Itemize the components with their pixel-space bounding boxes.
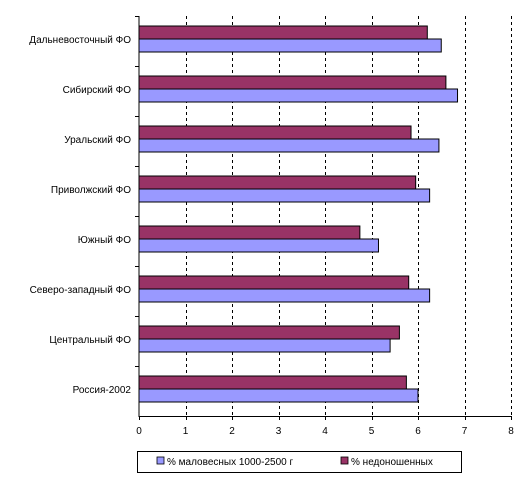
category-label: Уральский ФО [64,135,131,146]
legend-swatch-low-weight [156,456,165,465]
bar-premature [138,25,428,40]
x-tick-label: 5 [369,426,375,437]
x-tick-label: 0 [136,426,142,437]
bar-low-weight [138,388,419,403]
x-axis-ticks: 0 1 2 3 4 5 6 7 8 [136,416,514,437]
legend-box [137,451,462,473]
x-tick-label: 3 [276,426,282,437]
bar-low-weight [138,288,431,303]
legend: % маловесных 1000-2500 г % недоношенных [137,451,462,473]
bar-premature [138,175,417,190]
bar-low-weight [138,338,391,353]
legend-swatch-premature [340,456,349,465]
category-label: Северо-западный ФО [30,285,132,296]
category-label: Россия-2002 [73,385,132,396]
x-tick-label: 4 [322,426,328,437]
bar-low-weight [138,188,431,203]
category-label: Дальневосточный ФО [29,35,131,46]
bar-low-weight [138,88,459,103]
bar-low-weight [138,138,440,153]
legend-label-premature: % недоношенных [351,457,433,468]
category-labels: Дальневосточный ФО Сибирский ФО Уральский … [29,16,139,396]
bar-low-weight [138,238,379,253]
x-tick-label: 1 [183,426,189,437]
legend-label-low-weight: % маловесных 1000-2500 г [167,457,293,468]
category-label: Сибирский ФО [63,84,132,96]
bars [138,25,459,403]
bar-premature [138,125,412,140]
bar-low-weight [138,38,442,53]
x-tick-label: 2 [229,426,235,437]
bar-premature [138,225,361,240]
category-label: Центральный ФО [49,335,131,346]
category-label: Южный ФО [78,235,131,246]
bar-premature [138,325,400,340]
x-tick-label: 7 [462,426,468,437]
category-label: Приволжский ФО [51,185,131,196]
x-tick-label: 6 [415,426,421,437]
x-tick-label: 8 [508,426,514,437]
bar-premature [138,275,410,290]
bar-premature [138,75,447,90]
bar-premature [138,375,407,390]
